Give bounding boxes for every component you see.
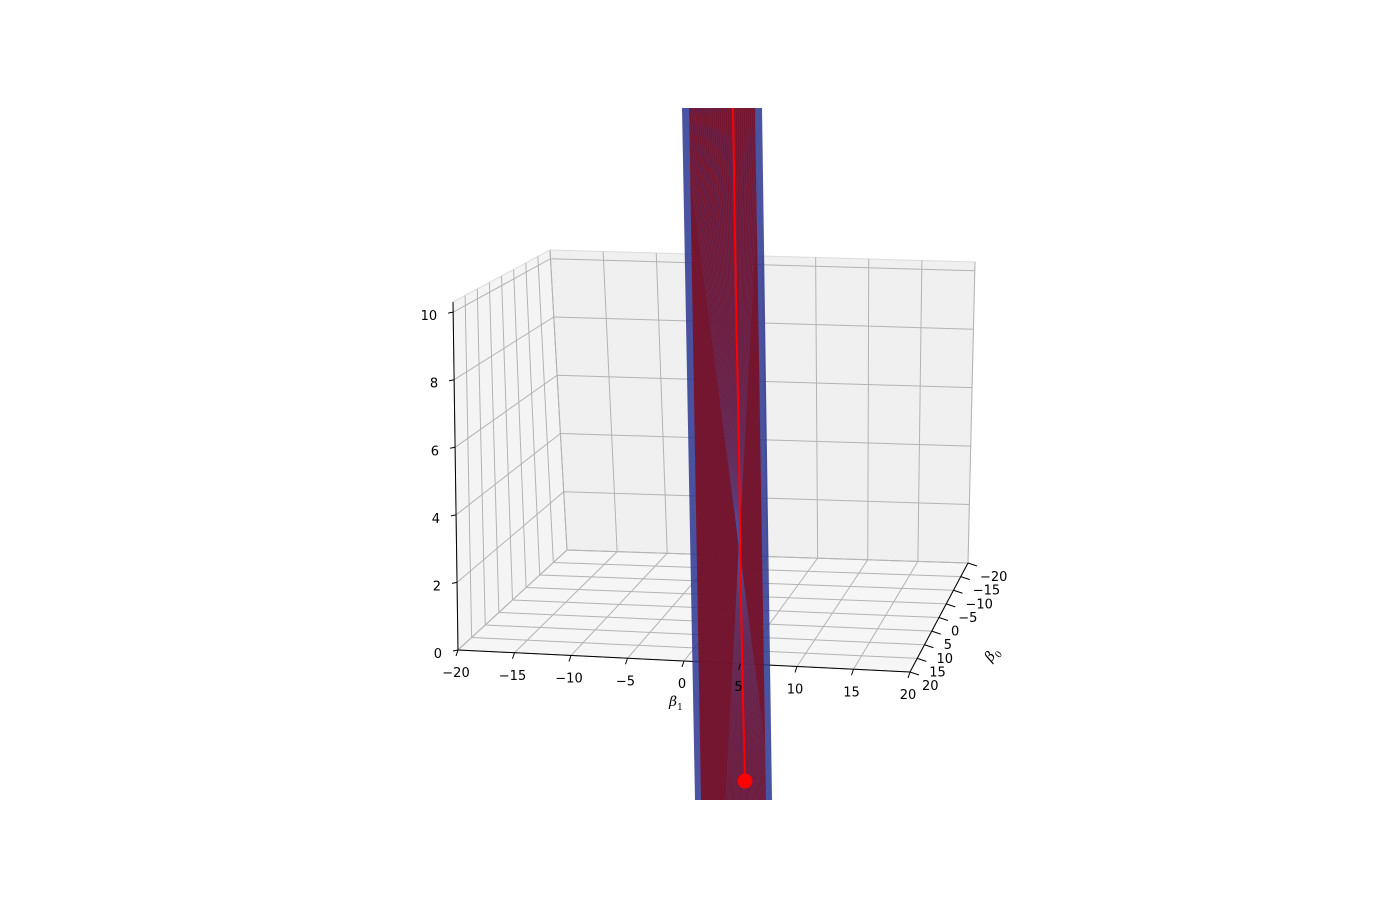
grid-line-z bbox=[452, 258, 975, 313]
x-tick-label: −5 bbox=[616, 674, 635, 689]
y-tick-mark bbox=[960, 576, 970, 581]
surface-mesh-line bbox=[710, 107, 756, 801]
z-tick-mark bbox=[450, 514, 457, 517]
surface-mesh-line bbox=[708, 107, 757, 801]
x-tick-mark bbox=[568, 655, 572, 662]
x-tick-label: −15 bbox=[499, 669, 526, 684]
surface-mesh-line bbox=[735, 107, 746, 801]
x-tick-mark bbox=[455, 649, 459, 657]
z-tick-label: 0 bbox=[434, 647, 442, 662]
z-tick-mark bbox=[449, 379, 455, 382]
surface-mesh-line bbox=[716, 107, 753, 801]
x-axis-ticks: −20 −15 −10 −5 0 5 10 15 20 bbox=[442, 649, 917, 703]
z-axis-ticks: 0 2 4 6 8 10 bbox=[421, 309, 459, 662]
surface-mesh-line bbox=[720, 107, 750, 801]
x-tick-mark bbox=[625, 658, 628, 665]
surface-mesh-line bbox=[700, 107, 762, 801]
z-tick-label: 8 bbox=[430, 377, 438, 392]
y-tick-label: 5 bbox=[944, 638, 952, 653]
x-tick-label: 5 bbox=[734, 680, 742, 695]
surface-mesh-line bbox=[730, 107, 755, 801]
y-tick-mark bbox=[946, 603, 956, 608]
x-tick-mark bbox=[907, 671, 911, 679]
surface-mesh-line bbox=[704, 107, 760, 801]
y-tick-label: −5 bbox=[958, 611, 977, 626]
x-tick-label: 0 bbox=[678, 677, 686, 692]
grid-line-z bbox=[454, 374, 973, 448]
surface-mesh-line bbox=[729, 107, 757, 801]
y-tick-mark bbox=[924, 644, 934, 649]
y-tick-mark bbox=[909, 671, 920, 676]
surface-mesh-line bbox=[725, 107, 763, 801]
z-tick-mark bbox=[451, 581, 458, 584]
surface-mesh-line bbox=[714, 107, 754, 801]
x-tick-mark bbox=[794, 666, 798, 673]
surface-mesh-line bbox=[726, 107, 761, 801]
surface-band bbox=[681, 107, 773, 801]
z-tick-mark bbox=[452, 649, 459, 652]
surface-mesh-line bbox=[694, 107, 766, 801]
x-tick-label: 20 bbox=[900, 688, 917, 703]
surface-mesh-line bbox=[683, 107, 772, 801]
grid-line-z bbox=[456, 491, 970, 583]
surface-mesh-line bbox=[718, 107, 751, 801]
x-tick-mark bbox=[851, 669, 854, 676]
surface-inner bbox=[689, 108, 766, 800]
descent-path-line bbox=[732, 107, 746, 782]
surface-mesh-line bbox=[681, 107, 773, 801]
y-tick-label: 20 bbox=[922, 679, 939, 694]
surface-mesh-line bbox=[730, 107, 744, 801]
z-axis-line bbox=[452, 301, 459, 651]
y-tick-label: 10 bbox=[937, 652, 954, 667]
grid-line-z bbox=[455, 432, 971, 516]
surface-mesh-line bbox=[722, 107, 749, 801]
x-tick-label: 10 bbox=[787, 683, 804, 698]
y-tick-mark bbox=[953, 589, 963, 594]
y-tick-label: 15 bbox=[929, 665, 946, 680]
grid-line-z bbox=[453, 316, 974, 381]
x-axis-label: β1 bbox=[668, 694, 683, 713]
descent-path-end-point bbox=[737, 773, 753, 789]
z-tick-mark bbox=[449, 446, 456, 449]
y-tick-label: −10 bbox=[966, 597, 993, 612]
y-tick-label: −15 bbox=[973, 584, 1000, 599]
z-tick-mark bbox=[448, 311, 454, 314]
surface-mesh-line bbox=[706, 107, 759, 801]
surface-mesh-line bbox=[712, 107, 755, 801]
surface-mesh-line bbox=[702, 107, 761, 801]
surface-mesh-line bbox=[731, 107, 752, 801]
surface-mesh-line bbox=[732, 107, 750, 801]
surface-mesh-line bbox=[733, 107, 748, 801]
z-tick-label: 6 bbox=[431, 444, 439, 459]
descent-path bbox=[732, 107, 753, 789]
x-tick-mark bbox=[512, 652, 515, 659]
grid-line-z bbox=[457, 549, 969, 651]
z-tick-label: 2 bbox=[433, 579, 441, 594]
y-tick-mark bbox=[917, 657, 927, 662]
y-tick-mark bbox=[931, 630, 941, 635]
surface-mesh-line bbox=[696, 107, 764, 801]
x-tick-label: −10 bbox=[555, 672, 582, 687]
y-tick-label: 0 bbox=[951, 625, 959, 640]
surface-mesh-line bbox=[692, 107, 767, 801]
x-tick-label: 15 bbox=[843, 685, 860, 700]
z-tick-label: 4 bbox=[432, 512, 440, 527]
surface-mesh-line bbox=[685, 107, 770, 801]
surface-mesh-line bbox=[698, 107, 763, 801]
y-tick-label: −20 bbox=[980, 570, 1007, 585]
surface-mesh-line bbox=[687, 107, 769, 801]
x-tick-mark bbox=[681, 660, 685, 668]
y-tick-mark bbox=[938, 617, 949, 621]
surface-mesh-line bbox=[727, 107, 759, 801]
z-tick-label: 10 bbox=[421, 309, 438, 324]
x-tick-label: −20 bbox=[442, 666, 469, 681]
surface-mesh-line bbox=[689, 107, 768, 801]
x-tick-mark bbox=[738, 663, 741, 670]
y-tick-mark bbox=[967, 562, 978, 567]
y-axis-label: β0 bbox=[981, 644, 1005, 668]
